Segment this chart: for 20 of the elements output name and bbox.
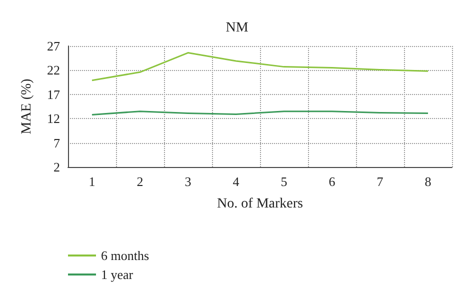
line-series <box>91 52 429 82</box>
y-tick-label: 12 <box>47 111 60 126</box>
x-tick-label: 4 <box>232 174 240 189</box>
y-tick-label: 2 <box>54 160 60 174</box>
x-tick-label: 1 <box>88 174 96 189</box>
y-tick-label: 17 <box>47 86 60 102</box>
x-tick-label: 2 <box>136 174 144 189</box>
y-tick-label: 22 <box>47 62 60 78</box>
y-tick-label: 7 <box>54 135 60 150</box>
legend-label: 1 year <box>101 267 134 282</box>
x-tick-label: 6 <box>328 174 336 189</box>
chart-title: NM <box>226 20 249 36</box>
x-tick-label: 5 <box>280 174 288 189</box>
x-tick-label: 7 <box>376 174 384 189</box>
x-tick-label: 8 <box>424 174 432 189</box>
legend-label: 6 months <box>101 248 150 263</box>
x-axis-title: No. of Markers <box>217 196 303 212</box>
x-tick-label: 3 <box>184 174 192 189</box>
y-axis-title: MAE (%) <box>20 78 34 134</box>
y-tick-label: 27 <box>47 38 60 54</box>
